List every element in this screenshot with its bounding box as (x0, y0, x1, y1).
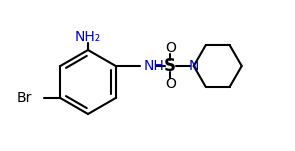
Text: NH: NH (144, 59, 165, 73)
Text: S: S (164, 57, 176, 75)
Text: NH₂: NH₂ (75, 30, 101, 44)
Text: O: O (165, 41, 176, 55)
Text: N: N (189, 59, 199, 73)
Text: O: O (165, 77, 176, 91)
Text: Br: Br (17, 91, 32, 105)
